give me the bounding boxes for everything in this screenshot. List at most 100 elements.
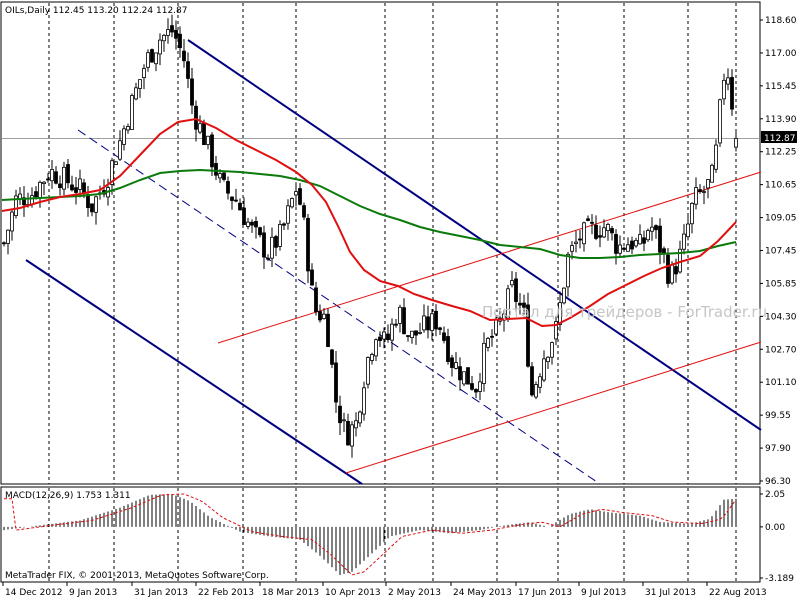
candle-up — [166, 29, 170, 36]
candle-up — [454, 362, 458, 369]
candle-up — [546, 356, 550, 363]
candle-up — [478, 381, 482, 392]
candle-up — [726, 77, 730, 85]
candle-up — [650, 226, 654, 232]
candle-up — [110, 160, 114, 185]
candle-up — [694, 187, 698, 205]
candle-down — [210, 134, 214, 168]
candle-down — [262, 232, 266, 258]
channel-middle-line — [77, 129, 601, 485]
candle-down — [70, 184, 74, 191]
time-tick-label: 14 Dec 2012 — [5, 588, 63, 598]
candle-up — [686, 223, 690, 238]
candle-down — [302, 205, 306, 218]
candle-down — [434, 310, 438, 330]
time-tick-label: 17 Jun 2013 — [518, 588, 572, 598]
candle-down — [438, 327, 442, 330]
candle-down — [230, 196, 234, 201]
candle-up — [690, 202, 694, 225]
candle-up — [542, 358, 546, 381]
candle-up — [482, 342, 486, 384]
copyright-text: MetaTrader FIX, © 2001-2013, MetaQuotes … — [5, 571, 269, 581]
candle-up — [286, 205, 290, 224]
price-tick-label: 115.45 — [765, 82, 797, 92]
candle-down — [490, 335, 494, 338]
candle-down — [442, 332, 446, 341]
candle-up — [362, 387, 366, 415]
candle-up — [358, 411, 362, 424]
candle-down — [314, 287, 318, 313]
candle-up — [410, 330, 414, 338]
candle-up — [626, 244, 630, 252]
candle-up — [430, 313, 434, 331]
candle-up — [602, 227, 606, 238]
candle-down — [58, 183, 62, 189]
price-tick-label: 112.25 — [765, 148, 797, 158]
candle-down — [522, 302, 526, 308]
price-tick-label: 110.65 — [765, 181, 797, 191]
candle-up — [734, 138, 738, 148]
time-tick-label: 22 Aug 2013 — [709, 588, 767, 598]
candle-up — [42, 181, 46, 185]
candle-down — [186, 61, 190, 79]
candle-up — [322, 313, 326, 320]
main-chart-frame — [0, 1, 761, 485]
candle-down — [170, 25, 174, 33]
candle-down — [666, 254, 670, 284]
candle-up — [566, 253, 570, 288]
candle-down — [658, 225, 662, 253]
candle-up — [158, 39, 162, 55]
candle-down — [426, 316, 430, 331]
candle-up — [30, 195, 34, 205]
time-tick-label: 22 Feb 2013 — [198, 588, 254, 598]
candle-down — [178, 33, 182, 49]
candle-up — [366, 357, 370, 385]
candle-up — [398, 306, 402, 324]
candle-down — [22, 197, 26, 206]
candle-up — [714, 144, 718, 170]
candle-up — [138, 79, 142, 89]
candle-down — [698, 189, 702, 193]
candle-down — [630, 240, 634, 250]
candle-up — [638, 234, 642, 245]
candle-up — [114, 161, 118, 165]
candle-down — [242, 207, 246, 226]
candle-down — [202, 123, 206, 146]
time-tick-label: 18 Mar 2013 — [262, 588, 319, 598]
candle-down — [526, 304, 530, 367]
candle-up — [710, 164, 714, 183]
time-tick-label: 2 May 2013 — [388, 588, 441, 598]
candlesticks — [2, 14, 738, 458]
candle-up — [134, 87, 138, 100]
candle-up — [278, 224, 282, 247]
candle-down — [446, 336, 450, 362]
candle-up — [462, 371, 466, 385]
candle-down — [74, 187, 78, 193]
macd-histogram — [3, 494, 737, 575]
time-tick-label: 31 Jul 2013 — [645, 588, 696, 598]
candle-up — [94, 196, 98, 213]
candle-up — [218, 173, 222, 179]
candle-down — [182, 50, 186, 62]
candle-down — [406, 335, 410, 337]
time-tick-label: 31 Jan 2013 — [134, 588, 188, 598]
candle-down — [86, 194, 90, 209]
chart-title: OILs,Daily 112.45 113.20 112.24 112.87 — [5, 6, 187, 16]
candle-down — [194, 105, 198, 130]
candle-down — [306, 217, 310, 272]
price-tick-label: 99.55 — [765, 411, 791, 421]
candle-up — [722, 79, 726, 100]
up-channel-upper-line — [217, 171, 762, 344]
candle-up — [198, 123, 202, 133]
candle-down — [414, 330, 418, 336]
descending-channel — [25, 39, 762, 485]
candle-down — [34, 191, 38, 198]
price-axis: 118.60 117.00 115.45 113.90 112.25 110.65 109.… — [760, 16, 797, 487]
current-price-badge — [761, 131, 797, 143]
price-tick-label: 104.30 — [765, 312, 797, 322]
candle-down — [514, 278, 518, 302]
candle-down — [610, 228, 614, 234]
candle-down — [282, 223, 286, 226]
candle-down — [394, 323, 398, 326]
